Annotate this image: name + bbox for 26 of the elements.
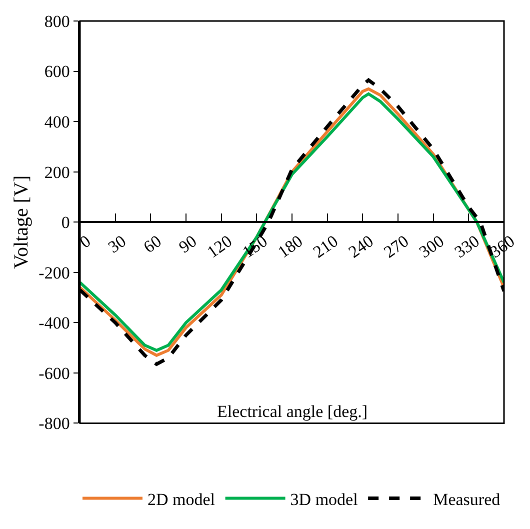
y-axis-title: Voltage [V] — [10, 175, 33, 269]
x-tick-label: 300 — [416, 231, 448, 262]
x-tick-label: 120 — [204, 231, 236, 262]
y-tick-label: -400 — [38, 314, 70, 333]
x-tick-label: 270 — [380, 231, 412, 262]
x-tick-label: 0 — [76, 231, 94, 252]
y-tick-label: 0 — [61, 213, 70, 232]
legend-label: 3D model — [290, 490, 358, 509]
x-tick-label: 330 — [451, 231, 483, 262]
x-tick-label: 210 — [310, 231, 342, 262]
legend-label: Measured — [433, 490, 501, 509]
x-tick-label: 180 — [274, 231, 306, 262]
x-tick-label: 60 — [140, 231, 165, 257]
x-axis-title: Electrical angle [deg.] — [217, 402, 368, 421]
y-tick-label: 400 — [44, 112, 70, 132]
x-tick-label: 240 — [345, 231, 377, 262]
x-tick-label: 360 — [486, 231, 518, 262]
x-tick-label: 30 — [104, 231, 130, 257]
y-tick-label: -200 — [38, 263, 70, 282]
y-tick-label: -800 — [38, 414, 70, 434]
y-tick-label: 200 — [44, 162, 70, 182]
x-tick-label: 90 — [175, 231, 200, 257]
y-tick-label: 600 — [44, 62, 70, 82]
legend-label: 2D model — [148, 490, 216, 509]
y-tick-label: 800 — [44, 12, 70, 31]
y-tick-label: -600 — [38, 364, 70, 383]
